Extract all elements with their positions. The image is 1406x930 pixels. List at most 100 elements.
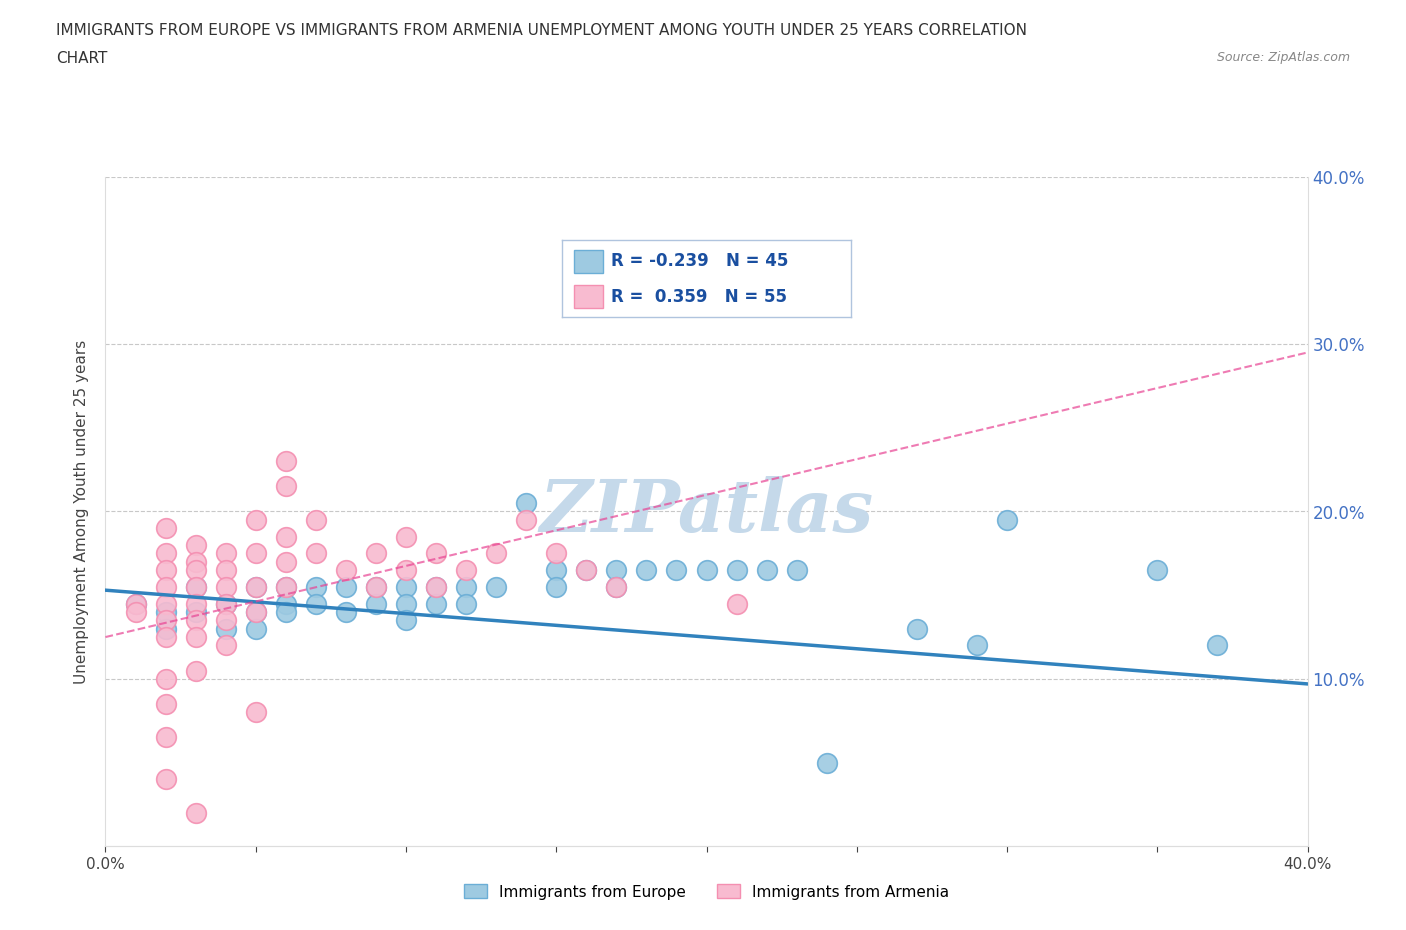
Point [124, 604, 146, 619]
Point [245, 512, 267, 527]
Point [305, 512, 328, 527]
Point [184, 630, 207, 644]
Point [124, 596, 146, 611]
Point [155, 630, 177, 644]
Point [214, 596, 236, 611]
Point [515, 496, 537, 511]
Point [155, 521, 177, 536]
Point [815, 755, 838, 770]
Point [274, 554, 297, 569]
Y-axis label: Unemployment Among Youth under 25 years: Unemployment Among Youth under 25 years [75, 339, 90, 684]
Point [515, 512, 537, 527]
Point [364, 579, 387, 594]
Point [1146, 563, 1168, 578]
Point [1206, 638, 1229, 653]
Point [605, 579, 627, 594]
Point [395, 613, 418, 628]
Point [815, 245, 838, 259]
Point [274, 596, 297, 611]
Point [305, 546, 328, 561]
Point [184, 538, 207, 552]
Point [214, 638, 236, 653]
Point [696, 563, 718, 578]
Point [395, 563, 418, 578]
Point [575, 563, 598, 578]
Point [155, 613, 177, 628]
Point [214, 563, 236, 578]
Point [546, 546, 568, 561]
Point [274, 579, 297, 594]
Point [364, 579, 387, 594]
Text: R = -0.239   N = 45: R = -0.239 N = 45 [612, 252, 789, 270]
Point [575, 563, 598, 578]
Point [155, 697, 177, 711]
Point [184, 663, 207, 678]
Point [335, 604, 357, 619]
Point [155, 546, 177, 561]
Point [184, 805, 207, 820]
Point [214, 579, 236, 594]
Point [245, 546, 267, 561]
Text: CHART: CHART [56, 51, 108, 66]
Point [245, 604, 267, 619]
Point [305, 579, 328, 594]
Text: R =  0.359   N = 55: R = 0.359 N = 55 [612, 287, 787, 306]
Point [214, 621, 236, 636]
Point [485, 546, 508, 561]
Point [605, 579, 627, 594]
Point [454, 563, 477, 578]
Point [425, 596, 447, 611]
Point [485, 579, 508, 594]
Point [245, 579, 267, 594]
Point [155, 730, 177, 745]
Point [155, 579, 177, 594]
Point [425, 579, 447, 594]
Point [395, 579, 418, 594]
Point [755, 563, 778, 578]
Text: ZIPatlas: ZIPatlas [540, 476, 873, 547]
Point [184, 596, 207, 611]
Point [725, 596, 748, 611]
Point [546, 579, 568, 594]
Point [184, 613, 207, 628]
Text: IMMIGRANTS FROM EUROPE VS IMMIGRANTS FROM ARMENIA UNEMPLOYMENT AMONG YOUTH UNDER: IMMIGRANTS FROM EUROPE VS IMMIGRANTS FRO… [56, 23, 1028, 38]
Point [725, 563, 748, 578]
Point [155, 621, 177, 636]
Point [184, 579, 207, 594]
Point [335, 579, 357, 594]
Point [546, 563, 568, 578]
Point [245, 705, 267, 720]
Point [124, 596, 146, 611]
Point [214, 546, 236, 561]
Bar [574, 249, 603, 272]
Point [905, 621, 928, 636]
Point [155, 671, 177, 686]
Point [245, 621, 267, 636]
Point [184, 604, 207, 619]
Point [155, 604, 177, 619]
Point [274, 579, 297, 594]
Text: Source: ZipAtlas.com: Source: ZipAtlas.com [1216, 51, 1350, 64]
Point [335, 563, 357, 578]
Legend: Immigrants from Europe, Immigrants from Armenia: Immigrants from Europe, Immigrants from … [458, 878, 955, 906]
Point [184, 579, 207, 594]
Point [454, 596, 477, 611]
Point [155, 563, 177, 578]
Bar [574, 285, 603, 308]
Point [966, 638, 988, 653]
Point [395, 596, 418, 611]
Point [395, 529, 418, 544]
Point [274, 604, 297, 619]
Point [214, 596, 236, 611]
Point [274, 479, 297, 494]
Point [305, 596, 328, 611]
Point [364, 596, 387, 611]
Point [274, 529, 297, 544]
Point [454, 579, 477, 594]
Point [995, 512, 1018, 527]
Point [245, 579, 267, 594]
Point [155, 772, 177, 787]
Point [786, 563, 808, 578]
Point [636, 563, 658, 578]
Point [605, 563, 627, 578]
